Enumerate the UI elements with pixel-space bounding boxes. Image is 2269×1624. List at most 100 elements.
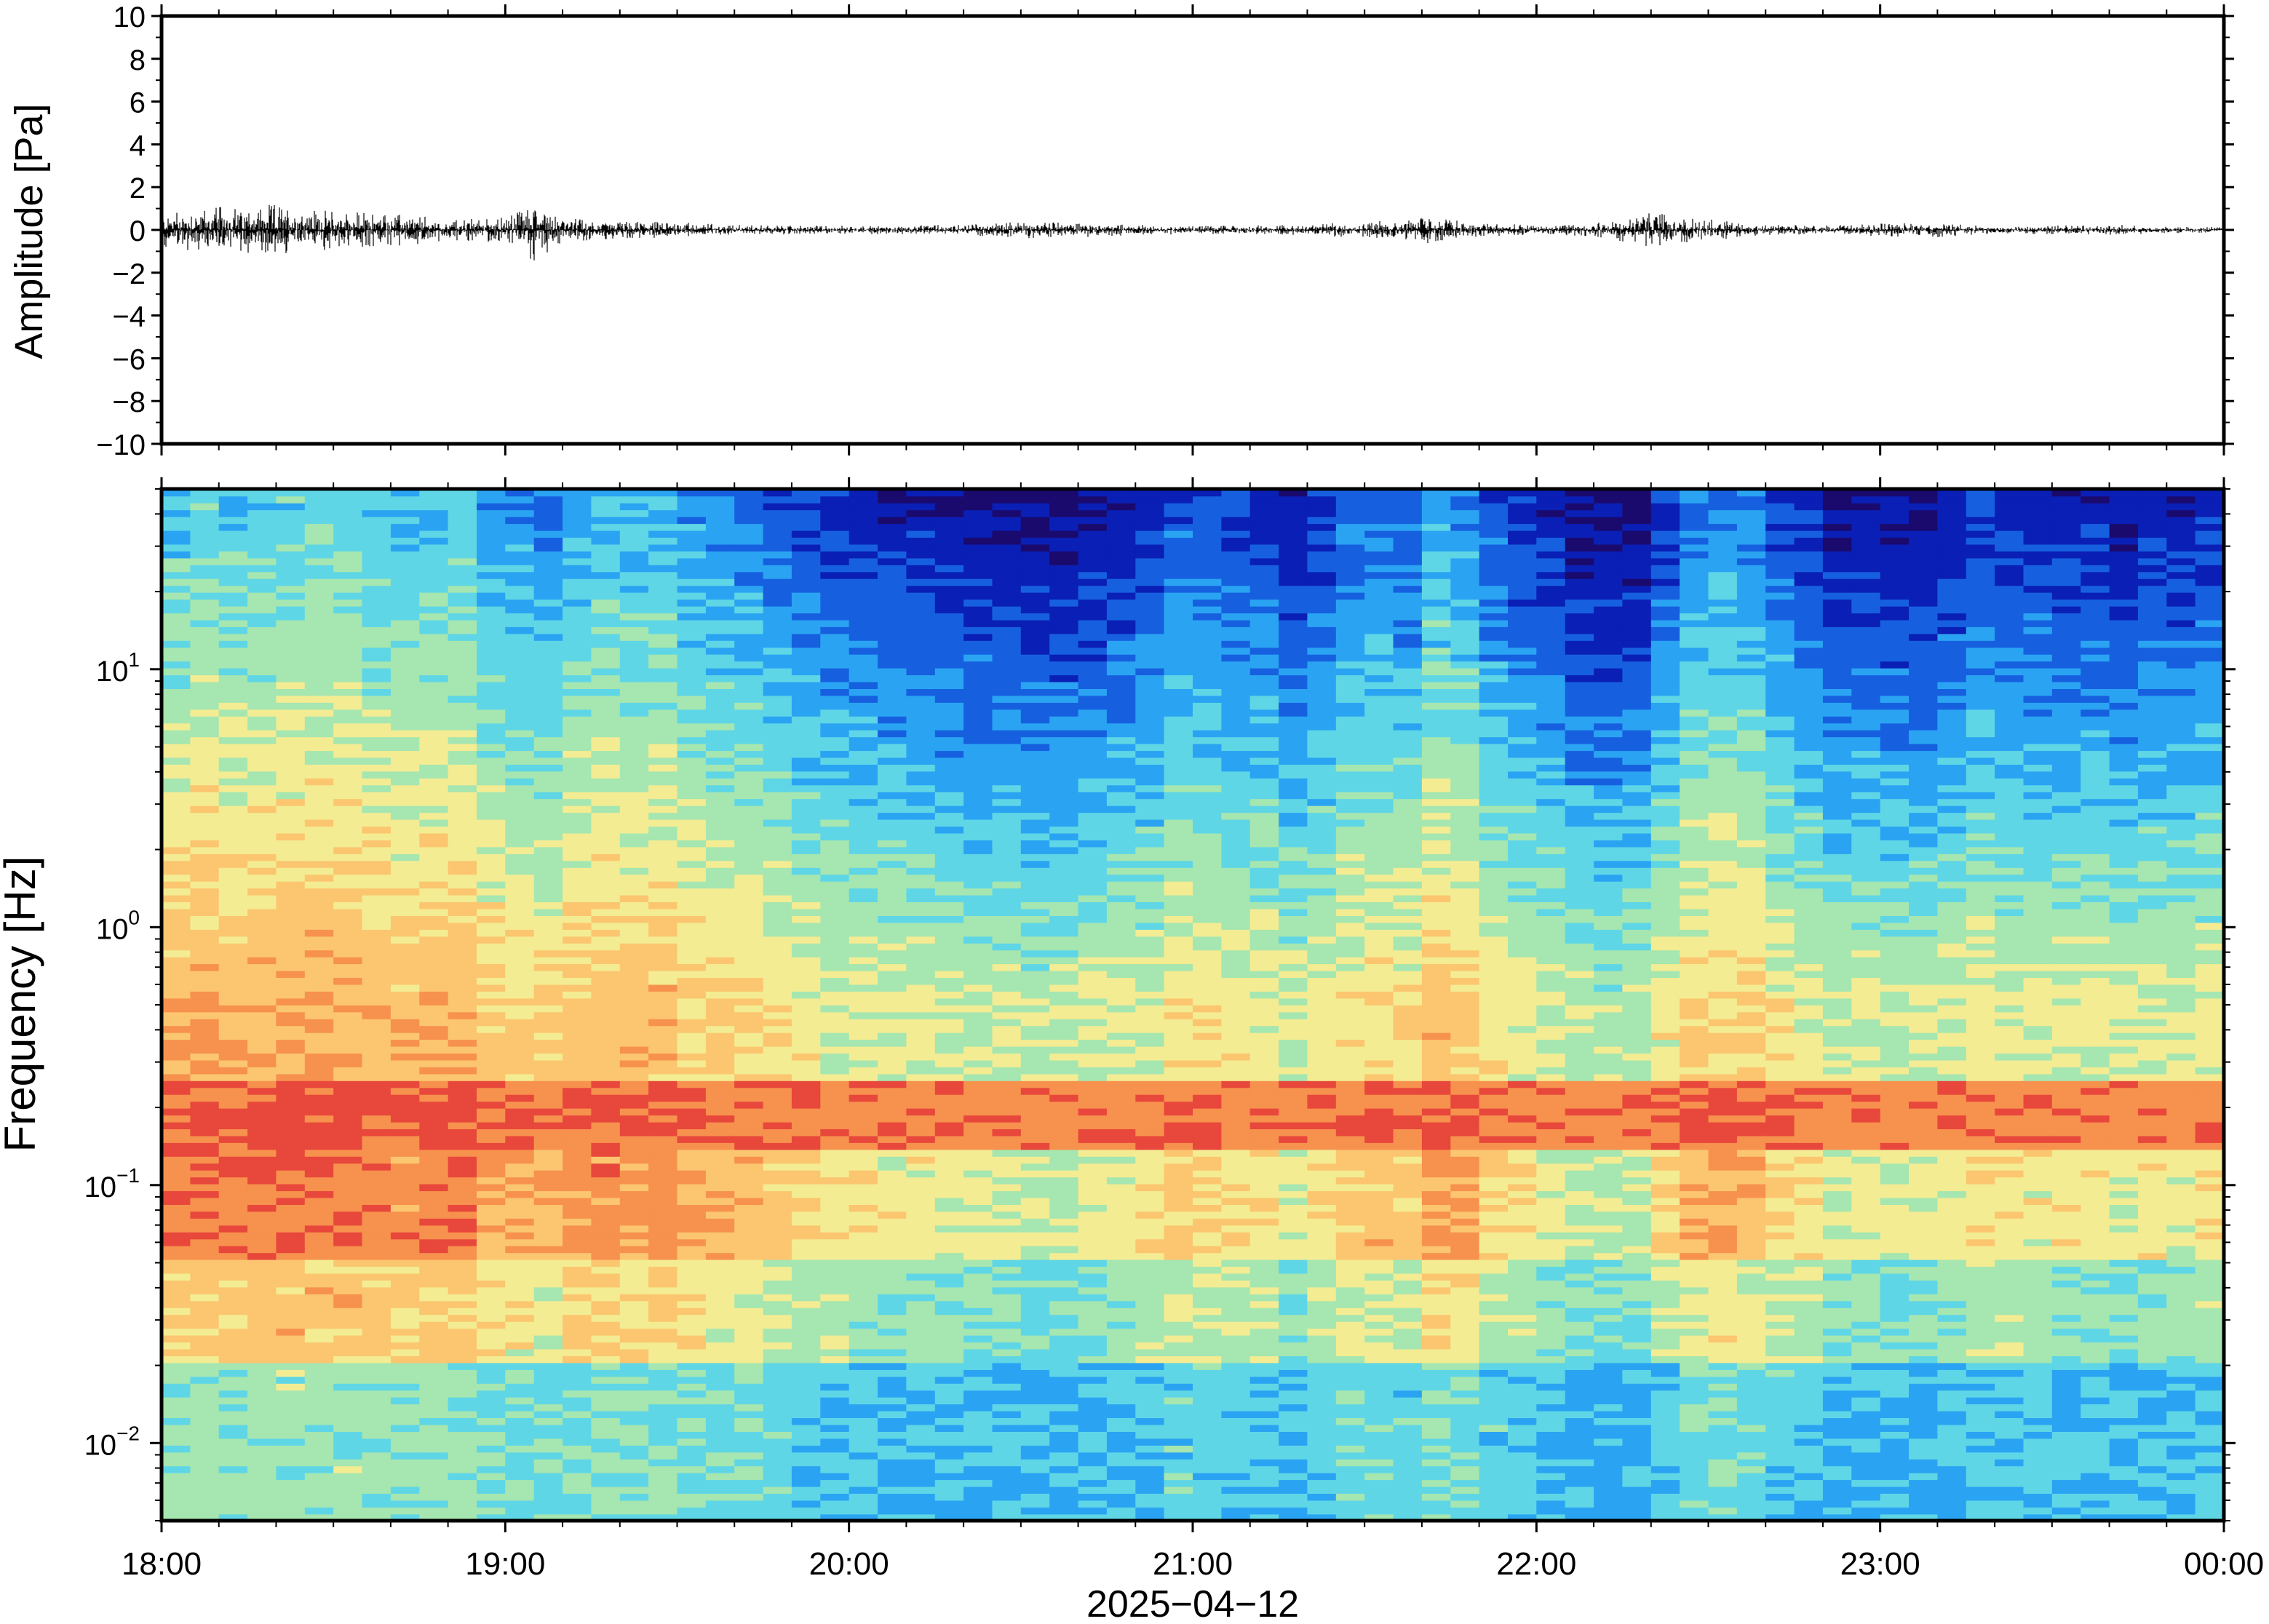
spectrogram-cell (333, 674, 363, 682)
spectrogram-cell (304, 860, 334, 868)
spectrogram-cell (734, 1507, 764, 1515)
spectrogram-cell (705, 1486, 736, 1494)
spectrogram-cell (448, 929, 477, 937)
spectrogram-cell (477, 805, 506, 813)
spectrogram-cell (791, 1424, 822, 1432)
spectrogram-cell (1049, 1472, 1079, 1481)
spectrogram-cell (791, 1142, 822, 1150)
spectrogram-cell (1020, 640, 1050, 648)
spectrogram-cell (362, 1183, 392, 1192)
spectrogram-cell (533, 585, 563, 593)
spectrogram-cell (448, 1500, 477, 1508)
spectrogram-cell (1049, 1190, 1079, 1198)
spectrogram-cell (648, 1424, 678, 1432)
spectrogram-cell (906, 805, 936, 813)
spectrogram-cell (162, 977, 191, 985)
spectrogram-cell (734, 894, 764, 902)
spectrogram-cell (906, 1121, 936, 1129)
spectrogram-cell (247, 1073, 277, 1081)
spectrogram-cell (734, 1500, 764, 1508)
spectrogram-cell (934, 798, 964, 806)
spectrogram-cell (906, 963, 936, 971)
spectrogram-cell (419, 771, 449, 779)
spectrogram-cell (677, 1500, 707, 1508)
spectrogram-cell (218, 619, 248, 627)
spectrogram-cell (906, 688, 936, 696)
spectrogram-cell (763, 840, 792, 848)
spectrogram-cell (390, 1307, 421, 1315)
spectrogram-cell (419, 1252, 449, 1260)
spectrogram-cell (734, 771, 764, 779)
spectrogram-cell (963, 716, 993, 724)
spectrogram-cell (992, 1376, 1022, 1384)
spectrogram-cell (963, 956, 993, 965)
spectrogram-cell (563, 1032, 592, 1040)
spectrogram-cell (734, 544, 764, 552)
spectrogram-cell (705, 846, 736, 854)
spectrogram-cell (218, 1334, 248, 1343)
spectrogram-cell (563, 578, 592, 586)
spectrogram-cell (505, 530, 535, 538)
spectrogram-cell (276, 523, 306, 531)
spectrogram-cell (448, 1369, 477, 1377)
spectrogram-cell (677, 998, 707, 1006)
spectrogram-cell (162, 551, 191, 559)
spectrogram-cell (763, 942, 792, 951)
spectrogram-cell (734, 1342, 764, 1350)
spectrogram-cell (477, 950, 506, 958)
spectrogram-cell (448, 832, 477, 840)
spectrogram-cell (419, 1513, 449, 1521)
spectrogram-cell (162, 936, 191, 944)
spectrogram-cell (333, 1080, 363, 1088)
spectrogram-cell (505, 1500, 535, 1508)
spectrogram-cell (477, 1204, 506, 1212)
spectrogram-cell (820, 1094, 850, 1102)
spectrogram-cell (619, 530, 649, 538)
spectrogram-cell (505, 605, 535, 613)
spectrogram-cell (1020, 599, 1050, 607)
spectrogram-cell (477, 936, 506, 944)
spectrogram-cell (333, 1149, 363, 1157)
spectrogram-cell (362, 1280, 392, 1288)
spectrogram-cell (247, 867, 277, 875)
spectrogram-cell (849, 1376, 878, 1384)
spectrogram-cell (218, 750, 248, 758)
spectrogram-cell (533, 537, 563, 545)
spectrogram-cell (849, 798, 878, 806)
spectrogram-cell (390, 867, 421, 875)
spectrogram-cell (505, 874, 535, 882)
spectrogram-cell (419, 1280, 449, 1288)
spectrogram-cell (591, 942, 621, 951)
spectrogram-cell (677, 950, 707, 958)
spectrogram-cell (190, 653, 220, 662)
spectrogram-cell (362, 653, 392, 662)
spectrogram-cell (619, 791, 649, 800)
spectrogram-cell (591, 1493, 621, 1501)
spectrogram-cell (247, 1396, 277, 1405)
spectrogram-cell (505, 585, 535, 593)
spectrogram-cell (705, 674, 736, 682)
spectrogram-cell (276, 723, 306, 731)
spectrogram-cell (448, 605, 477, 613)
spectrogram-cell (677, 723, 707, 731)
spectrogram-cell (505, 674, 535, 682)
spectrogram-cell (563, 716, 592, 724)
spectrogram-cell (563, 495, 592, 503)
spectrogram-cell (247, 1252, 277, 1260)
spectrogram-cell (934, 1382, 964, 1391)
spectrogram-cell (791, 1163, 822, 1171)
spectrogram-cell (677, 1396, 707, 1405)
spectrogram-cell (190, 613, 220, 621)
spectrogram-cell (190, 867, 220, 875)
spectrogram-cell (563, 605, 592, 613)
spectrogram-cell (247, 709, 277, 717)
spectrogram-cell (820, 840, 850, 848)
spectrogram-cell (705, 661, 736, 669)
spectrogram-cell (1020, 674, 1050, 682)
spectrogram-cell (963, 489, 993, 497)
spectrogram-cell (448, 1245, 477, 1254)
spectrogram-cell (533, 826, 563, 834)
spectrogram-cell (619, 1163, 649, 1171)
spectrogram-cell (190, 557, 220, 565)
spectrogram-cell (1020, 681, 1050, 689)
